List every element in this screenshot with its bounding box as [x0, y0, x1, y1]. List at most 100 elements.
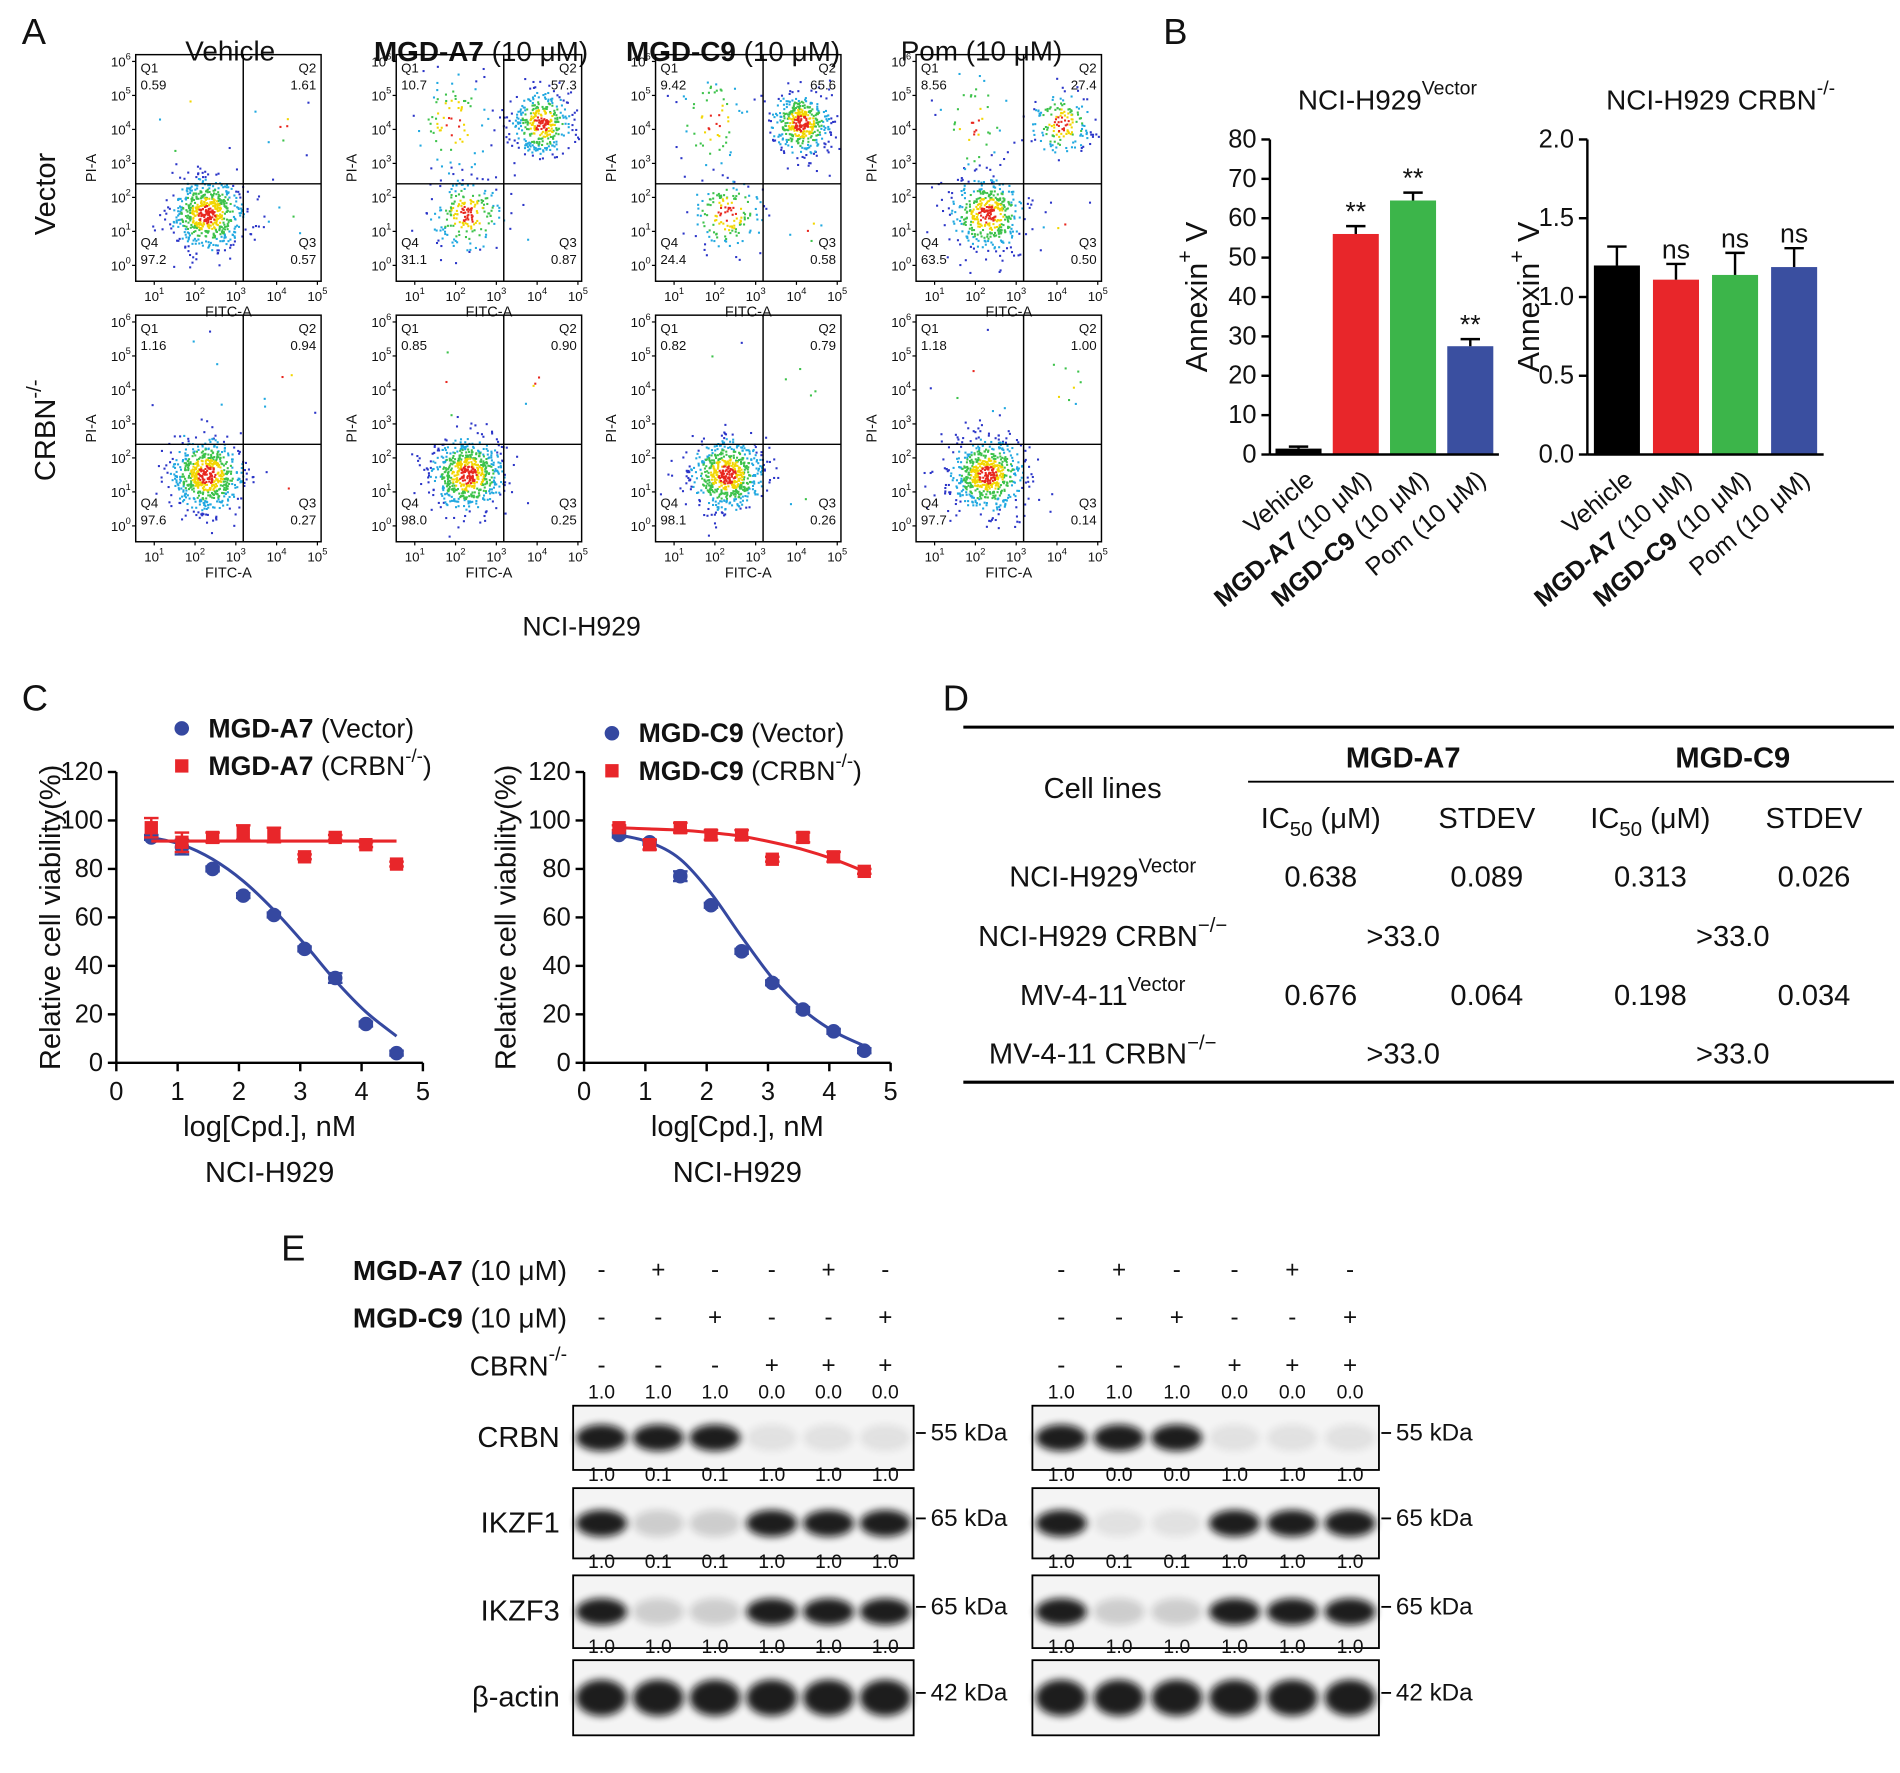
event-dot [218, 194, 221, 198]
event-dot [508, 133, 511, 136]
event-dot [205, 458, 208, 461]
event-dot [819, 133, 822, 136]
event-dot [441, 237, 444, 240]
event-dot [219, 458, 222, 461]
event-dot [703, 248, 706, 251]
event-dot [797, 99, 800, 103]
event-dot [290, 374, 293, 377]
tick-exponent: 1 [420, 546, 425, 556]
tick-base: 10 [111, 122, 126, 137]
event-dot [1076, 86, 1079, 89]
event-dot [971, 229, 974, 232]
event-dot [548, 84, 551, 87]
event-dot [210, 454, 213, 457]
event-dot [733, 498, 736, 501]
event-dot [184, 496, 187, 499]
event-dot [490, 488, 493, 491]
event-dot [457, 73, 460, 76]
tick-base: 10 [144, 288, 159, 303]
event-dot [226, 471, 229, 474]
event-dot [229, 238, 232, 241]
event-dot [455, 194, 458, 198]
event-dot [746, 495, 749, 498]
event-dot [544, 112, 547, 115]
tick-exponent: 6 [386, 51, 391, 61]
event-dot [472, 466, 475, 469]
event-dot [530, 132, 533, 135]
event-dot [439, 206, 442, 209]
event-dot [181, 495, 184, 498]
event-dot [989, 226, 993, 229]
event-dot [966, 157, 969, 160]
event-dot [219, 477, 222, 480]
event-dot [732, 466, 735, 469]
event-dot [206, 459, 210, 462]
event-dot [188, 207, 191, 210]
event-dot [731, 229, 734, 232]
event-dot [225, 225, 228, 228]
event-dot [477, 478, 480, 481]
event-dot [817, 121, 820, 124]
event-dot [475, 481, 479, 484]
event-dot [689, 488, 692, 491]
event-dot [798, 105, 801, 108]
event-dot [1078, 117, 1081, 120]
event-dot [464, 487, 467, 490]
event-dot [189, 253, 192, 257]
tick-base: 10 [631, 518, 646, 533]
event-dot [749, 229, 752, 232]
event-dot [681, 490, 685, 493]
event-dot [454, 97, 457, 100]
tick-exponent: 1 [386, 221, 391, 231]
event-dot [987, 240, 990, 243]
event-dot [439, 179, 442, 182]
event-dot [193, 224, 196, 227]
event-dot [532, 117, 535, 120]
event-dot [191, 242, 194, 245]
event-dot [175, 459, 178, 462]
event-dot [729, 467, 732, 471]
event-dot [477, 455, 480, 458]
event-dot [817, 86, 820, 89]
event-dot [498, 216, 501, 219]
event-dot [704, 131, 707, 134]
event-dot [795, 102, 798, 105]
event-dot [189, 476, 192, 479]
event-dot [983, 236, 986, 239]
event-dot [495, 246, 498, 249]
event-dot [470, 216, 473, 219]
event-dot [779, 99, 782, 103]
x-axis-label: FITC-A [725, 305, 772, 321]
event-dot [1038, 112, 1041, 115]
event-dot [212, 506, 215, 509]
event-dot [436, 468, 440, 471]
event-dot [229, 202, 232, 206]
event-dot [791, 138, 794, 141]
event-dot [499, 493, 502, 496]
event-dot [468, 208, 471, 211]
tick-base: 10 [111, 88, 126, 103]
tick-exponent: 5 [322, 286, 327, 296]
event-dot [742, 211, 745, 214]
event-dot [780, 94, 784, 97]
event-dot [1035, 109, 1038, 112]
event-dot [491, 191, 494, 194]
event-dot [795, 122, 798, 125]
event-dot [730, 468, 733, 471]
event-dot [991, 209, 994, 212]
tick-base: 10 [631, 382, 646, 397]
event-dot [535, 140, 538, 143]
event-dot [1058, 108, 1061, 111]
event-dot [164, 218, 167, 221]
event-dot [573, 111, 576, 114]
event-dot [203, 201, 206, 204]
event-dot [254, 225, 258, 228]
event-dot [1052, 96, 1055, 99]
event-dot [484, 467, 487, 470]
event-dot [777, 476, 780, 479]
event-dot [492, 461, 495, 464]
event-dot [198, 503, 201, 506]
event-dot [513, 162, 516, 165]
event-dot [802, 140, 805, 143]
event-dot [787, 138, 790, 141]
